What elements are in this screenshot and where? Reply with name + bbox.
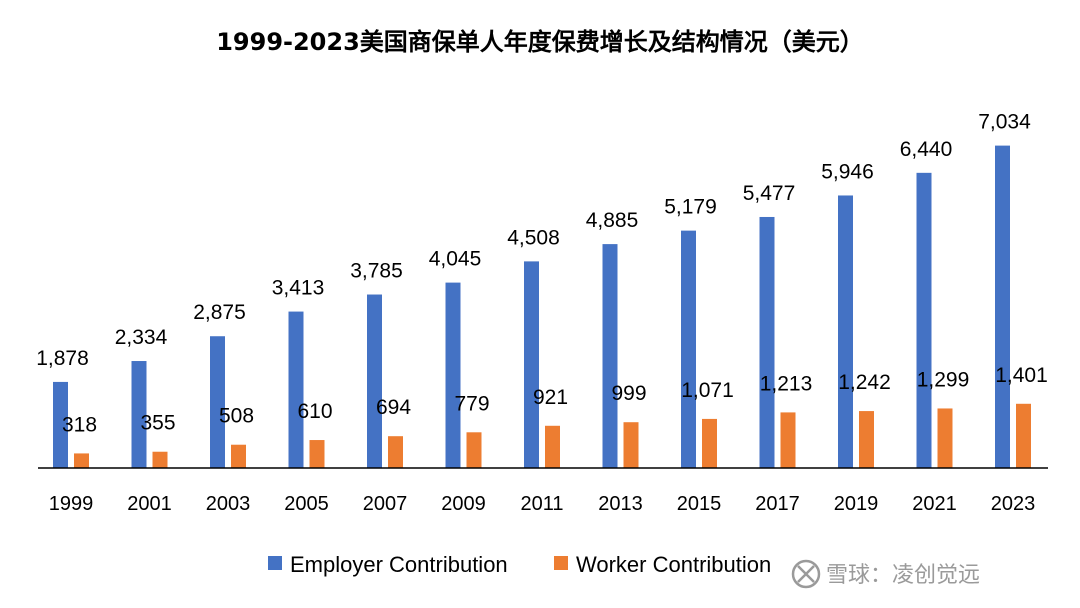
data-label-worker-2013: 999 [611, 382, 646, 405]
bar-worker-2023 [1016, 403, 1031, 468]
bar-worker-2005 [309, 440, 325, 468]
chart-title: 1999-2023美国商保单人年度保费增长及结构情况（美元） [216, 28, 864, 56]
data-label-employer-2019: 5,946 [821, 160, 874, 183]
data-label-worker-2019: 1,242 [838, 371, 891, 394]
bar-employer-1999 [53, 381, 68, 468]
data-label-worker-2021: 1,299 [917, 368, 970, 391]
data-label-employer-1999: 1,878 [36, 347, 89, 370]
data-label-employer-2021: 6,440 [900, 138, 953, 161]
data-label-employer-2013: 4,885 [586, 209, 639, 232]
bar-employer-2009 [445, 282, 461, 468]
x-tick-2005: 2005 [284, 493, 329, 515]
bar-worker-2013 [623, 422, 639, 468]
x-tick-2011: 2011 [520, 493, 563, 515]
x-tick-2015: 2015 [677, 493, 722, 515]
bar-worker-2003 [231, 444, 246, 468]
bar-worker-2015 [702, 418, 717, 468]
data-label-employer-2017: 5,477 [743, 182, 796, 205]
watermark: 雪球：凌创觉远 [791, 559, 980, 589]
bar-employer-2019 [838, 195, 853, 468]
legend: Employer Contribution Worker Contributio… [268, 552, 771, 577]
snowball-logo-icon [791, 559, 821, 589]
bar-worker-2009 [466, 432, 482, 468]
bar-employer-2005 [288, 311, 304, 468]
data-label-employer-2023: 7,034 [978, 111, 1031, 134]
snowball-logo-mark [797, 565, 815, 583]
bar-worker-2011 [545, 425, 560, 468]
x-tick-2021: 2021 [912, 493, 957, 515]
bar-employer-2015 [681, 230, 696, 468]
bar-employer-2007 [367, 294, 382, 468]
bar-worker-2001 [152, 451, 168, 468]
legend-swatch-employer [268, 556, 282, 570]
data-label-employer-2009: 4,045 [429, 248, 482, 271]
bar-employer-2013 [602, 244, 618, 468]
legend-label-worker: Worker Contribution [576, 552, 771, 577]
data-label-employer-2001: 2,334 [115, 326, 168, 349]
x-tick-2019: 2019 [834, 493, 879, 515]
x-tick-2001: 2001 [127, 493, 172, 515]
data-label-employer-2011: 4,508 [507, 226, 560, 249]
data-label-worker-2009: 779 [454, 392, 489, 415]
bar-worker-2007 [388, 436, 403, 468]
data-label-worker-2003: 508 [219, 405, 254, 428]
plot-area: 1,878 318 2,334 355 2,875 508 3,413 610 3,785 694… [36, 111, 1048, 469]
x-tick-2007: 2007 [363, 493, 408, 515]
bar-worker-2021 [937, 408, 953, 468]
data-label-worker-2017: 1,213 [760, 372, 813, 395]
x-axis-ticks: 1999 2001 2003 2005 2007 2009 2011 2013 2015 2017… [49, 493, 1036, 515]
bar-worker-2019 [859, 411, 874, 468]
data-label-worker-2007: 694 [376, 396, 411, 419]
data-label-worker-2023: 1,401 [995, 364, 1048, 387]
bar-employer-2021 [916, 172, 932, 469]
legend-label-employer: Employer Contribution [290, 552, 508, 577]
bar-worker-2017 [780, 412, 796, 468]
x-tick-1999: 1999 [49, 493, 94, 515]
x-tick-2023: 2023 [991, 493, 1036, 515]
bar-employer-2001 [131, 361, 147, 468]
bar-employer-2023 [995, 145, 1010, 468]
x-tick-2003: 2003 [206, 493, 251, 515]
data-label-worker-2001: 355 [140, 412, 175, 435]
data-label-employer-2015: 5,179 [664, 196, 717, 219]
bar-employer-2017 [759, 216, 775, 468]
data-label-worker-2015: 1,071 [681, 379, 734, 402]
bar-employer-2011 [524, 261, 539, 468]
data-label-employer-2007: 3,785 [350, 260, 403, 283]
data-label-employer-2005: 3,413 [272, 277, 325, 300]
x-tick-2009: 2009 [441, 493, 486, 515]
x-tick-2017: 2017 [755, 493, 800, 515]
data-label-employer-2003: 2,875 [193, 301, 246, 324]
x-tick-2013: 2013 [598, 493, 643, 515]
data-label-worker-2011: 921 [533, 386, 568, 409]
data-label-worker-2005: 610 [297, 400, 332, 423]
data-label-worker-1999: 318 [62, 413, 97, 436]
bar-worker-1999 [74, 453, 89, 468]
watermark-text: 雪球：凌创觉远 [826, 563, 980, 588]
bar-employer-2003 [210, 336, 225, 468]
legend-swatch-worker [554, 556, 568, 570]
